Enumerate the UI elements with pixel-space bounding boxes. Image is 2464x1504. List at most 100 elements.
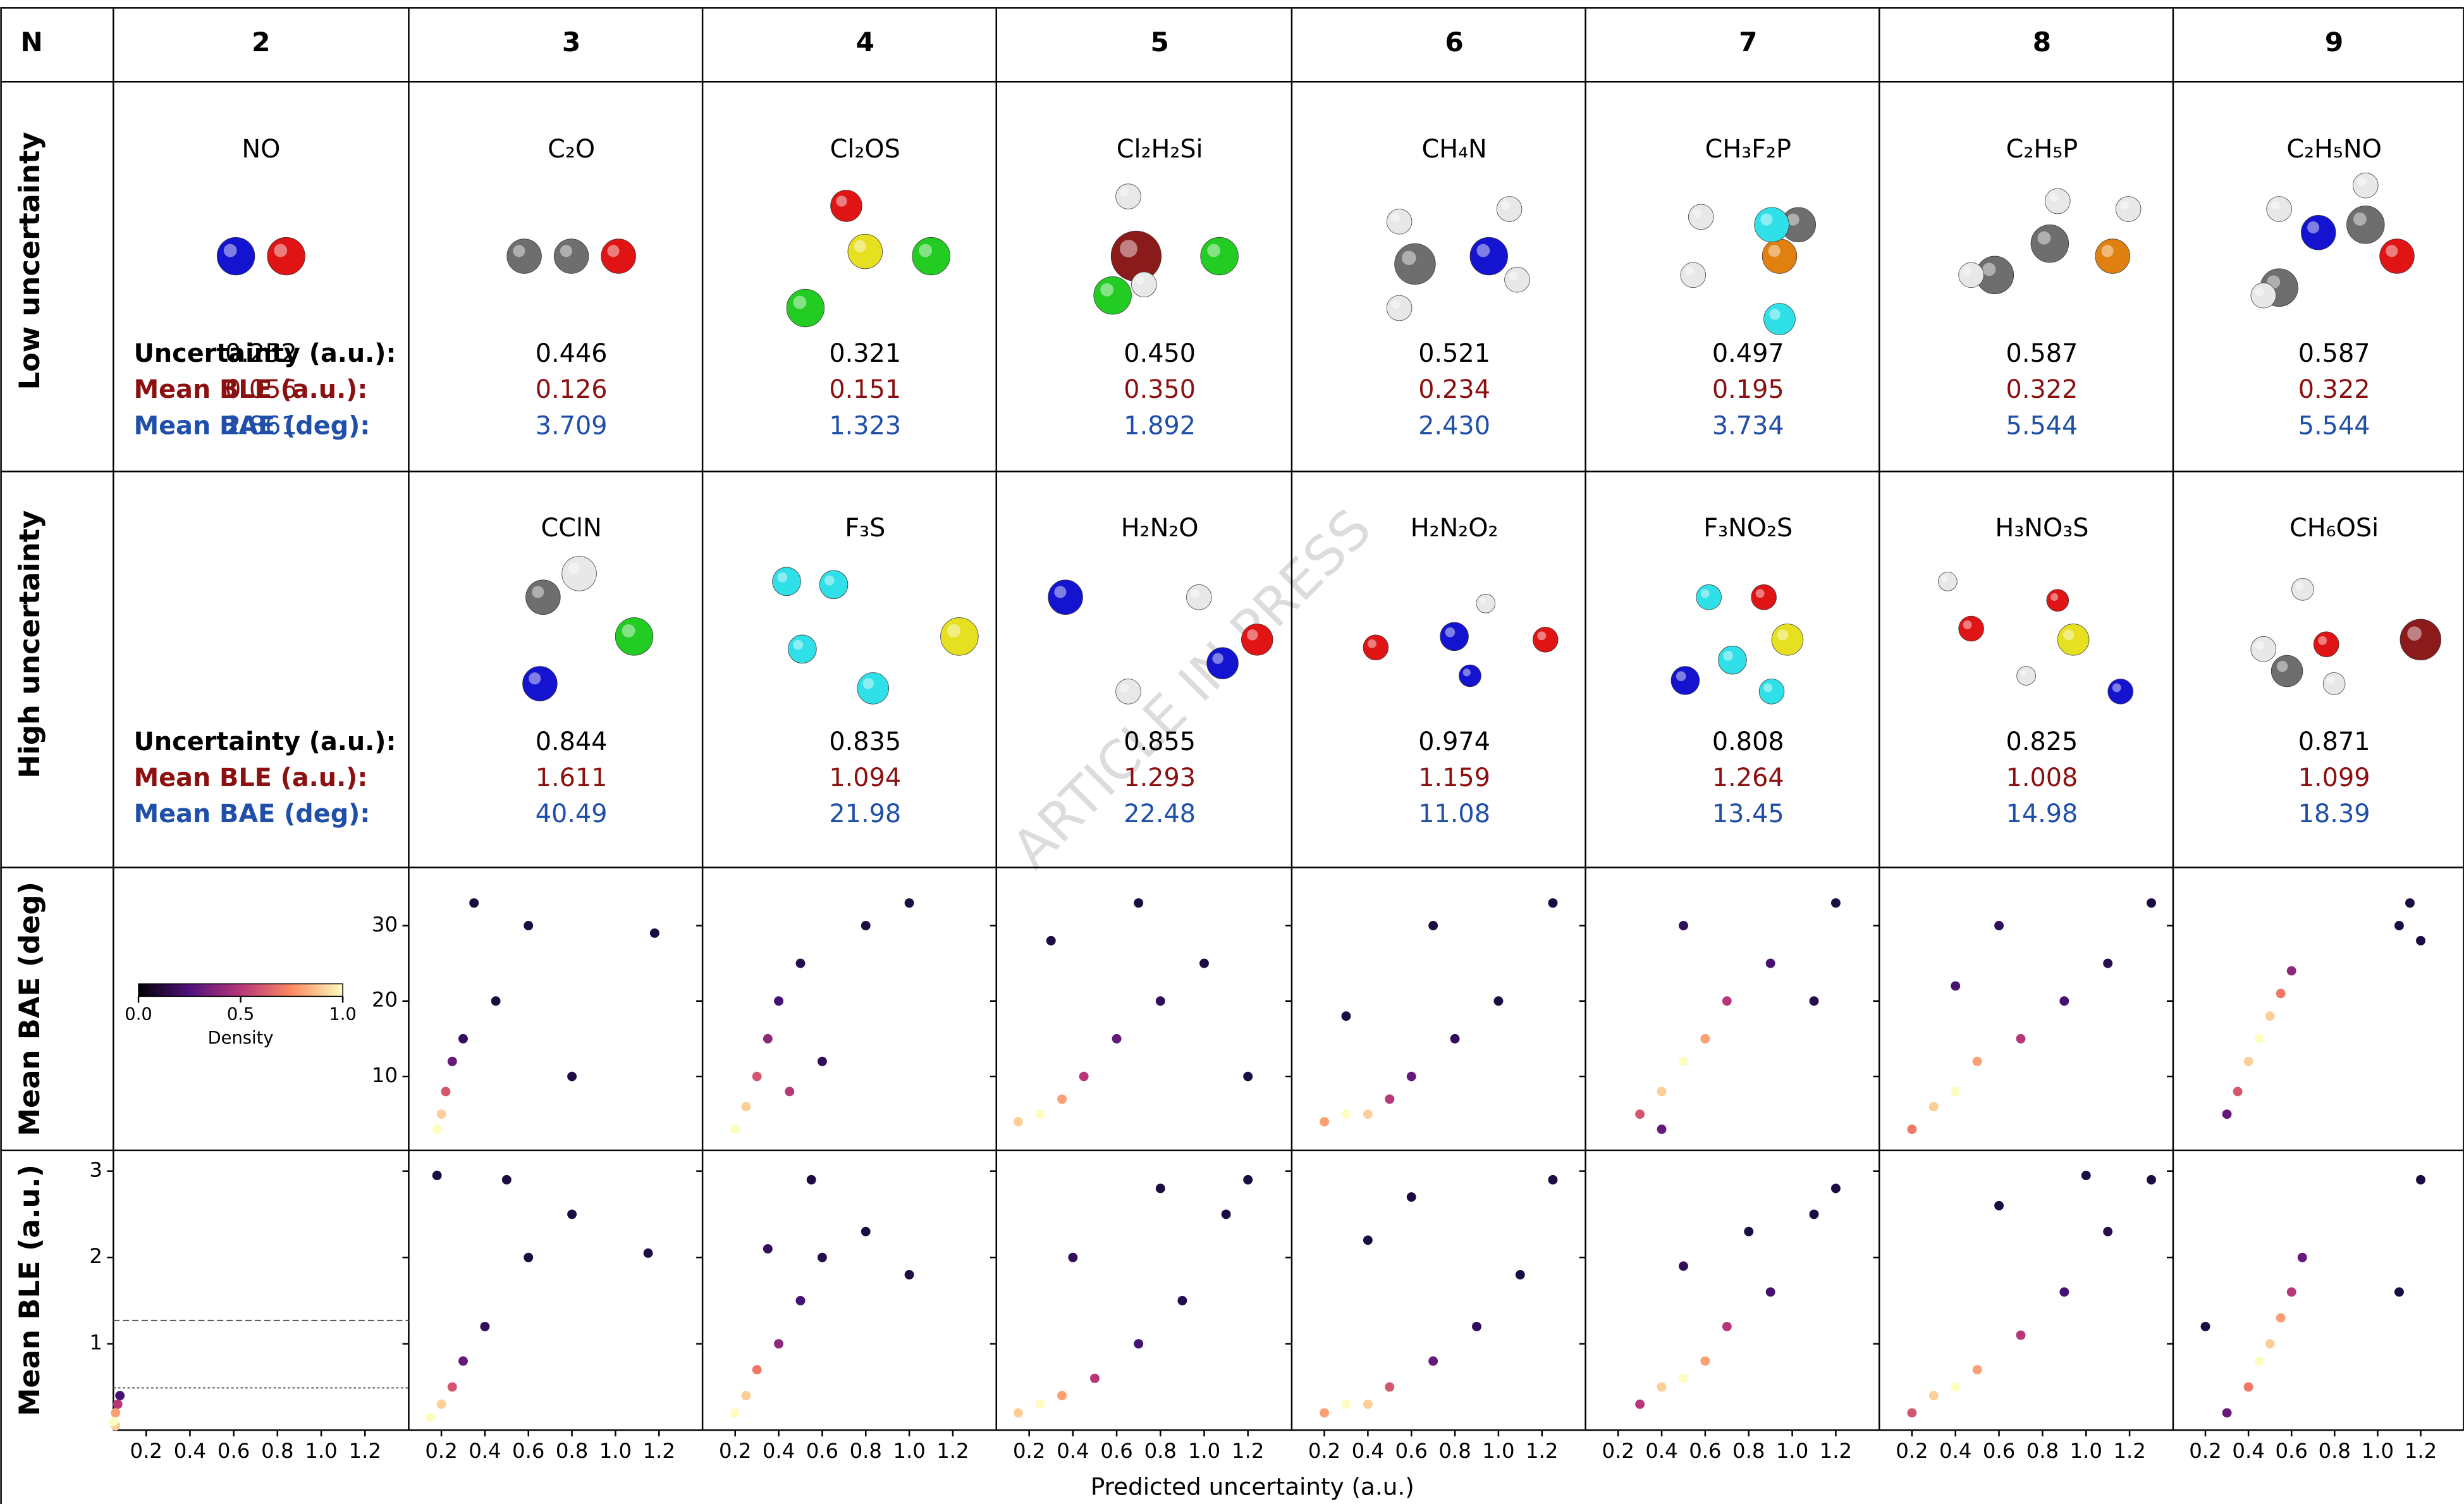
data-point (2222, 1408, 2232, 1417)
data-point (1994, 1201, 2004, 1211)
x-tick-label: 0.8 (2026, 1439, 2059, 1463)
atom-highlight (2277, 661, 2288, 672)
uncertainty-value: 0.871 (2298, 727, 2370, 756)
x-tick-label: 0.6 (1983, 1439, 2015, 1463)
bae-value: 22.48 (1124, 799, 1196, 829)
atom (1241, 624, 1273, 655)
atom (1116, 184, 1141, 209)
data-point (432, 1171, 442, 1180)
data-point (115, 1391, 125, 1400)
atom-highlight (1963, 267, 1972, 276)
atom (1459, 665, 1481, 687)
data-point (2103, 959, 2112, 968)
data-point (861, 1227, 871, 1236)
x-tick-label: 0.2 (1013, 1439, 1045, 1463)
colorbar-tick-label: 0.5 (227, 1005, 254, 1025)
atom (941, 618, 979, 656)
corner-label: N (20, 27, 42, 58)
y-tick-label: 20 (372, 988, 398, 1012)
x-tick-label: 0.6 (2276, 1439, 2308, 1463)
x-tick-label: 1.0 (599, 1439, 632, 1463)
x-tick-label: 0.4 (2232, 1439, 2264, 1463)
x-tick-label: 0.4 (174, 1439, 206, 1463)
formula: F₃S (845, 514, 885, 543)
atom (1470, 237, 1508, 275)
data-point (469, 898, 479, 908)
data-point (1657, 1087, 1667, 1096)
atom (1759, 679, 1784, 704)
metric-label: Mean BLE (a.u.): (134, 763, 368, 792)
y-tick-label: 30 (372, 912, 398, 936)
atom (2045, 188, 2070, 214)
data-point (1385, 1094, 1394, 1104)
atom-highlight (1480, 597, 1486, 603)
bae-value: 1.892 (1124, 411, 1196, 440)
data-point (448, 1383, 457, 1392)
data-point (524, 1253, 533, 1262)
bae-value: 1.323 (829, 411, 901, 440)
atom (857, 673, 889, 705)
atom-highlight (2049, 193, 2058, 202)
column-header: 3 (562, 27, 580, 58)
uncertainty-value: 0.974 (1418, 727, 1490, 756)
data-point (2255, 1357, 2264, 1366)
data-point (1342, 1011, 1351, 1021)
x-tick-label: 0.4 (1352, 1439, 1384, 1463)
atom-highlight (1693, 209, 1701, 218)
atom-highlight (919, 244, 932, 257)
atom-highlight (2063, 629, 2074, 640)
formula: H₂N₂O (1121, 514, 1199, 543)
x-tick-label: 1.0 (1482, 1439, 1514, 1463)
atom-highlight (1247, 629, 1258, 640)
data-point (1994, 921, 2004, 930)
column-header: 9 (2325, 27, 2343, 58)
atom (1764, 304, 1796, 335)
atom-highlight (274, 244, 287, 257)
ble-value: 1.264 (1712, 763, 1784, 792)
data-point (741, 1102, 751, 1111)
x-tick-label: 0.2 (1896, 1439, 1928, 1463)
data-point (1679, 1261, 1688, 1271)
data-point (1657, 1125, 1667, 1134)
x-tick-label: 1.0 (305, 1439, 337, 1463)
data-point (502, 1175, 512, 1185)
data-point (1428, 1357, 1438, 1366)
data-point (774, 1339, 783, 1348)
metric-label: Mean BAE (deg): (134, 799, 371, 829)
atom-highlight (2318, 636, 2327, 645)
uncertainty-value: 0.855 (1124, 727, 1196, 756)
atom-highlight (1509, 271, 1518, 280)
atom (2047, 589, 2069, 612)
data-point (1036, 1109, 1045, 1119)
atom (2400, 619, 2441, 660)
data-point (752, 1072, 762, 1082)
x-tick-label: 0.8 (1732, 1439, 1765, 1463)
atom (615, 618, 653, 656)
atom-highlight (2255, 287, 2264, 296)
atom-highlight (532, 586, 544, 598)
atom (1131, 272, 1156, 297)
data-point (1046, 936, 1056, 946)
ble-value: 1.099 (2298, 763, 2370, 792)
atom-highlight (778, 572, 788, 582)
data-point (2147, 898, 2156, 908)
uncertainty-value: 0.446 (536, 339, 608, 368)
data-point (1177, 1296, 1187, 1305)
atom (2347, 206, 2385, 244)
data-point (432, 1125, 442, 1134)
data-point (807, 1175, 816, 1185)
atom-highlight (607, 245, 619, 257)
atom-highlight (2120, 201, 2129, 210)
atom-highlight (560, 245, 572, 257)
uncertainty-value: 0.835 (829, 727, 901, 756)
data-point (1134, 1339, 1143, 1348)
data-point (1243, 1072, 1253, 1082)
data-point (1635, 1109, 1645, 1119)
data-point (1907, 1125, 1916, 1134)
bae-value: 18.39 (2298, 799, 2370, 829)
colorbar-tick-label: 0.0 (125, 1005, 152, 1025)
atom-highlight (1676, 671, 1686, 681)
x-tick-label: 0.4 (1645, 1439, 1677, 1463)
atom (1959, 262, 1984, 288)
atom-highlight (854, 240, 866, 252)
